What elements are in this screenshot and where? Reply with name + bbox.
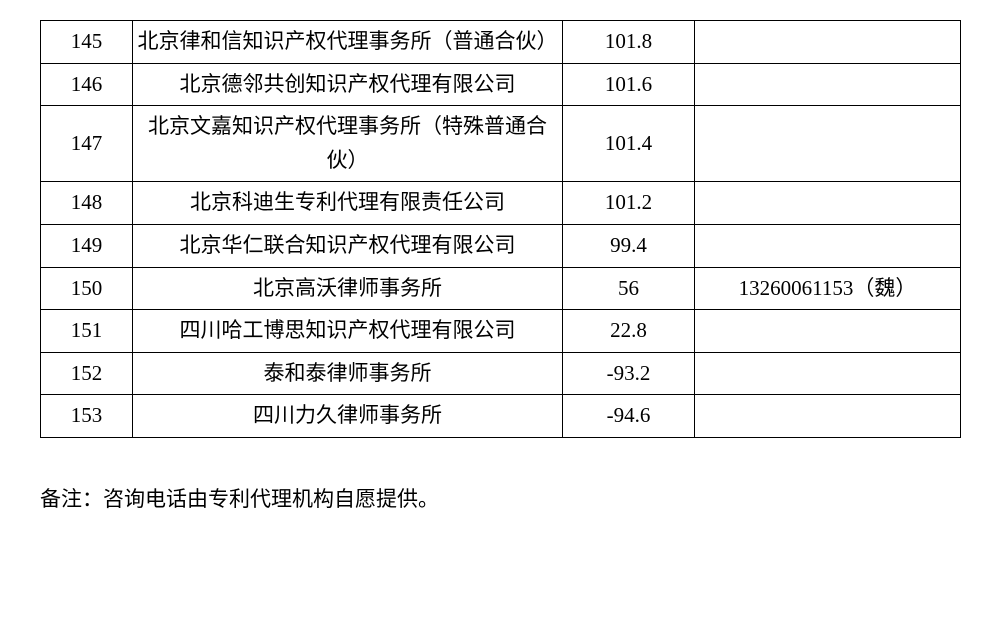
cell-score: 56 (563, 267, 695, 310)
cell-phone (695, 182, 961, 225)
cell-phone: 13260061153（魏） (695, 267, 961, 310)
cell-name: 北京华仁联合知识产权代理有限公司 (133, 224, 563, 267)
cell-num: 153 (41, 395, 133, 438)
table-row: 148 北京科迪生专利代理有限责任公司 101.2 (41, 182, 961, 225)
cell-num: 150 (41, 267, 133, 310)
cell-score: 99.4 (563, 224, 695, 267)
table-container: 145 北京律和信知识产权代理事务所（普通合伙） 101.8 146 北京德邻共… (40, 20, 960, 517)
cell-phone (695, 352, 961, 395)
cell-phone (695, 224, 961, 267)
cell-score: 101.4 (563, 106, 695, 182)
table-row: 146 北京德邻共创知识产权代理有限公司 101.6 (41, 63, 961, 106)
cell-phone (695, 395, 961, 438)
cell-score: -94.6 (563, 395, 695, 438)
table-row: 153 四川力久律师事务所 -94.6 (41, 395, 961, 438)
table-row: 150 北京高沃律师事务所 56 13260061153（魏） (41, 267, 961, 310)
cell-num: 151 (41, 310, 133, 353)
cell-name: 泰和泰律师事务所 (133, 352, 563, 395)
table-row: 147 北京文嘉知识产权代理事务所（特殊普通合伙） 101.4 (41, 106, 961, 182)
cell-num: 149 (41, 224, 133, 267)
cell-score: -93.2 (563, 352, 695, 395)
table-row: 151 四川哈工博思知识产权代理有限公司 22.8 (41, 310, 961, 353)
table-body: 145 北京律和信知识产权代理事务所（普通合伙） 101.8 146 北京德邻共… (41, 21, 961, 438)
cell-num: 152 (41, 352, 133, 395)
cell-score: 101.8 (563, 21, 695, 64)
cell-name: 北京文嘉知识产权代理事务所（特殊普通合伙） (133, 106, 563, 182)
cell-name: 北京律和信知识产权代理事务所（普通合伙） (133, 21, 563, 64)
cell-name: 北京德邻共创知识产权代理有限公司 (133, 63, 563, 106)
data-table: 145 北京律和信知识产权代理事务所（普通合伙） 101.8 146 北京德邻共… (40, 20, 961, 438)
cell-name: 北京高沃律师事务所 (133, 267, 563, 310)
cell-phone (695, 106, 961, 182)
cell-name: 北京科迪生专利代理有限责任公司 (133, 182, 563, 225)
cell-phone (695, 21, 961, 64)
cell-phone (695, 63, 961, 106)
cell-name: 四川力久律师事务所 (133, 395, 563, 438)
table-row: 149 北京华仁联合知识产权代理有限公司 99.4 (41, 224, 961, 267)
footnote-text: 备注：咨询电话由专利代理机构自愿提供。 (40, 483, 960, 517)
cell-num: 145 (41, 21, 133, 64)
table-row: 145 北京律和信知识产权代理事务所（普通合伙） 101.8 (41, 21, 961, 64)
cell-num: 148 (41, 182, 133, 225)
cell-score: 22.8 (563, 310, 695, 353)
cell-num: 147 (41, 106, 133, 182)
cell-score: 101.2 (563, 182, 695, 225)
cell-num: 146 (41, 63, 133, 106)
table-row: 152 泰和泰律师事务所 -93.2 (41, 352, 961, 395)
cell-name: 四川哈工博思知识产权代理有限公司 (133, 310, 563, 353)
cell-score: 101.6 (563, 63, 695, 106)
cell-phone (695, 310, 961, 353)
